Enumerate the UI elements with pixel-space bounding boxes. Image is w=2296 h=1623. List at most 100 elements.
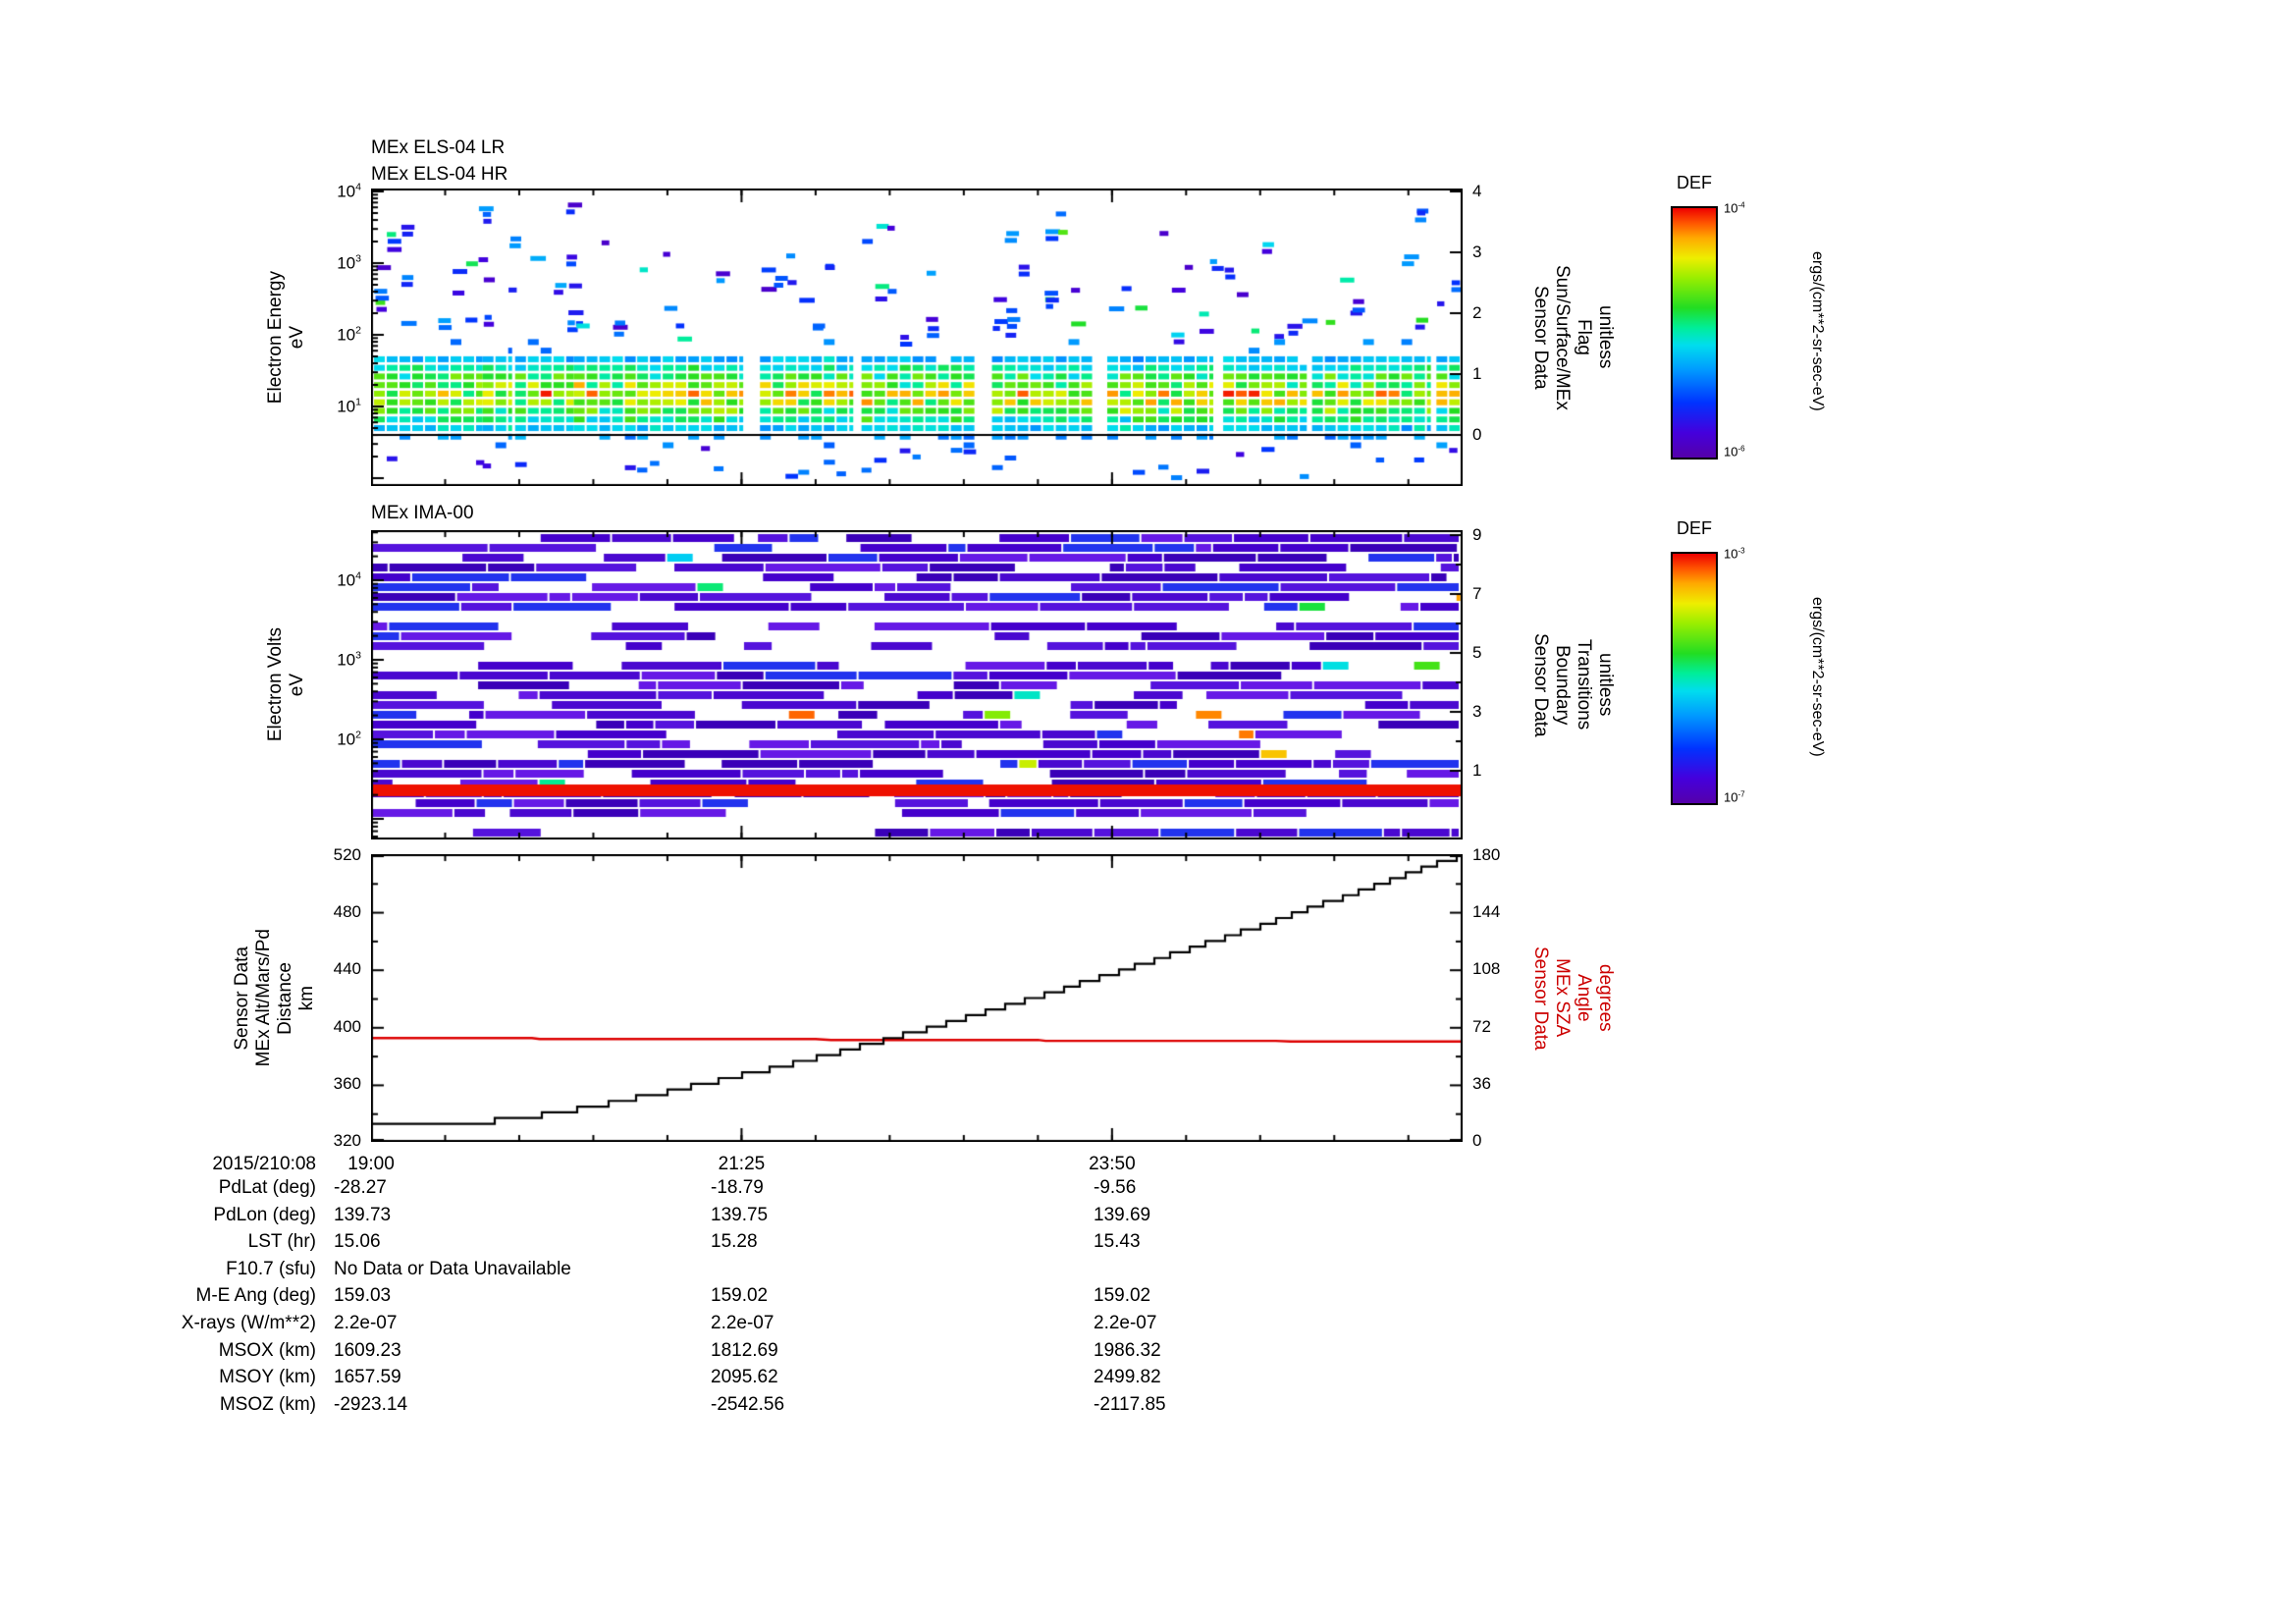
line-left-tick-label: 400 <box>333 1016 361 1036</box>
axis-label-line: eV <box>287 673 307 697</box>
table-cell: 2499.82 <box>1094 1367 1161 1388</box>
table-cell: 15.06 <box>334 1231 381 1253</box>
axis-label-line: Sensor Data <box>232 946 252 1051</box>
els-y-axis-label: Electron Energy eV <box>257 189 316 486</box>
line-left-tick-label: 480 <box>333 901 361 921</box>
els-y-tick-label: 101 <box>337 396 361 416</box>
els-spectrogram-canvas <box>371 189 1463 486</box>
table-cell: 2095.62 <box>711 1367 778 1388</box>
line-right-tick-label: 0 <box>1472 1130 1482 1150</box>
axis-label-line: Angle <box>1574 974 1594 1022</box>
x-axis-tick-label: 23:50 <box>1089 1154 1136 1174</box>
table-cell: -28.27 <box>334 1177 387 1198</box>
axis-label-line: Transitions <box>1574 639 1594 730</box>
table-cell: 1986.32 <box>1094 1339 1161 1361</box>
table-cell: -2117.85 <box>1094 1393 1166 1415</box>
els-right-axis-label: Sensor Data Sun/Surface/MEx Flag unitles… <box>1523 189 1622 486</box>
ima-spectrogram-canvas <box>371 530 1463 839</box>
ima-y-axis-label: Electron Volts eV <box>257 530 316 839</box>
colorbar-1-min-label: 10-6 <box>1724 444 1745 460</box>
table-cell: 1657.59 <box>334 1367 401 1388</box>
table-cell: 2.2e-07 <box>334 1312 398 1333</box>
axis-label-line: km <box>296 985 317 1011</box>
line-left-tick-label: 360 <box>333 1074 361 1094</box>
axis-label-line: Electron Energy <box>265 270 286 405</box>
table-row-label: PdLat (deg) <box>218 1177 316 1198</box>
table-row-label: MSOY (km) <box>219 1367 316 1388</box>
table-cell: 2.2e-07 <box>711 1312 774 1333</box>
line-right-tick-label: 144 <box>1472 901 1501 921</box>
els-panel-title-lr: MEx ELS-04 LR <box>371 137 506 158</box>
line-right-tick-label: 180 <box>1472 845 1501 864</box>
els-right-tick-label: 0 <box>1472 425 1482 444</box>
table-cell: 1812.69 <box>711 1339 778 1361</box>
x-axis-tick-label: 19:00 <box>347 1154 395 1174</box>
table-row-label: F10.7 (sfu) <box>226 1258 316 1279</box>
colorbar-2-min-label: 10-7 <box>1724 789 1745 805</box>
axis-label-line: unitless <box>1595 653 1616 717</box>
line-left-axis-label: Sensor Data MEx Alt/Mars/Pd Distance km <box>228 854 322 1142</box>
table-row-label: LST (hr) <box>247 1231 316 1253</box>
colorbar-1-gradient <box>1671 206 1718 460</box>
ima-right-axis-label: Sensor Data Boundary Transitions unitles… <box>1523 530 1622 839</box>
table-cell: 139.75 <box>711 1204 769 1225</box>
axis-label-line: Sun/Surface/MEx <box>1552 264 1573 410</box>
ima-right-tick-label: 7 <box>1472 584 1482 603</box>
els-y-tick-label: 104 <box>337 181 361 201</box>
line-left-tick-label: 440 <box>333 959 361 979</box>
table-cell: 159.03 <box>334 1285 392 1307</box>
table-cell: 15.28 <box>711 1231 758 1253</box>
table-cell: 139.73 <box>334 1204 392 1225</box>
axis-label-line: unitless <box>1595 305 1616 369</box>
table-cell: -2923.14 <box>334 1393 408 1415</box>
x-axis-date-label: 2015/210:08 <box>212 1154 316 1174</box>
table-cell: 159.02 <box>711 1285 769 1307</box>
table-cell: 15.43 <box>1094 1231 1141 1253</box>
table-cell: -9.56 <box>1094 1177 1137 1198</box>
table-row-label: MSOX (km) <box>218 1339 316 1361</box>
ima-right-tick-label: 3 <box>1472 702 1482 721</box>
table-row-label: M-E Ang (deg) <box>195 1285 317 1307</box>
axis-label-line: MEx Alt/Mars/Pd <box>253 929 274 1067</box>
ima-right-tick-label: 9 <box>1472 525 1482 544</box>
els-panel-title-hr: MEx ELS-04 HR <box>371 164 508 185</box>
axis-label-line: Distance <box>275 961 295 1035</box>
line-right-tick-label: 108 <box>1472 959 1501 979</box>
table-cell: 1609.23 <box>334 1339 401 1361</box>
table-cell: 2.2e-07 <box>1094 1312 1157 1333</box>
ima-panel-title: MEx IMA-00 <box>371 503 474 523</box>
colorbar-2-gradient <box>1671 552 1718 805</box>
colorbar-1-units-label: ergs/(cm**2-sr-sec-eV) <box>1809 250 1826 411</box>
table-cell: -2542.56 <box>711 1393 785 1415</box>
table-cell: 159.02 <box>1094 1285 1151 1307</box>
axis-label-line: Sensor Data <box>1530 946 1551 1051</box>
els-y-tick-label: 102 <box>337 324 361 345</box>
axis-label-line: Flag <box>1574 319 1594 355</box>
ima-right-tick-label: 5 <box>1472 643 1482 662</box>
axis-label-line: Sensor Data <box>1530 632 1551 737</box>
line-left-tick-label: 320 <box>333 1130 361 1150</box>
axis-label-line: eV <box>287 325 307 350</box>
table-cell: No Data or Data Unavailable <box>334 1258 571 1279</box>
colorbar-2-max-label: 10-3 <box>1724 546 1745 562</box>
table-row-label: PdLon (deg) <box>213 1204 316 1225</box>
els-right-tick-label: 4 <box>1472 182 1482 200</box>
colorbar-2-title: DEF <box>1677 518 1712 538</box>
els-right-tick-label: 2 <box>1472 303 1482 322</box>
table-row-label: X-rays (W/m**2) <box>181 1312 316 1333</box>
line-right-axis-label: Sensor Data MEx SZA Angle degrees <box>1523 854 1622 1142</box>
ima-y-tick-label: 102 <box>337 729 361 749</box>
axis-label-line: degrees <box>1595 964 1616 1032</box>
els-right-tick-label: 1 <box>1472 364 1482 383</box>
x-axis-tick-label: 21:25 <box>718 1154 766 1174</box>
table-cell: -18.79 <box>711 1177 764 1198</box>
colorbar-1-max-label: 10-4 <box>1724 200 1745 216</box>
colorbar-1-title: DEF <box>1677 173 1712 192</box>
ima-y-tick-label: 103 <box>337 649 361 670</box>
axis-label-line: Sensor Data <box>1530 285 1551 390</box>
table-cell: 139.69 <box>1094 1204 1151 1225</box>
ima-right-tick-label: 1 <box>1472 761 1482 780</box>
data-table: PdLat (deg) -28.27 -18.79 -9.56 PdLon (deg) 1… <box>0 1174 1633 1418</box>
line-right-tick-label: 72 <box>1472 1016 1491 1036</box>
